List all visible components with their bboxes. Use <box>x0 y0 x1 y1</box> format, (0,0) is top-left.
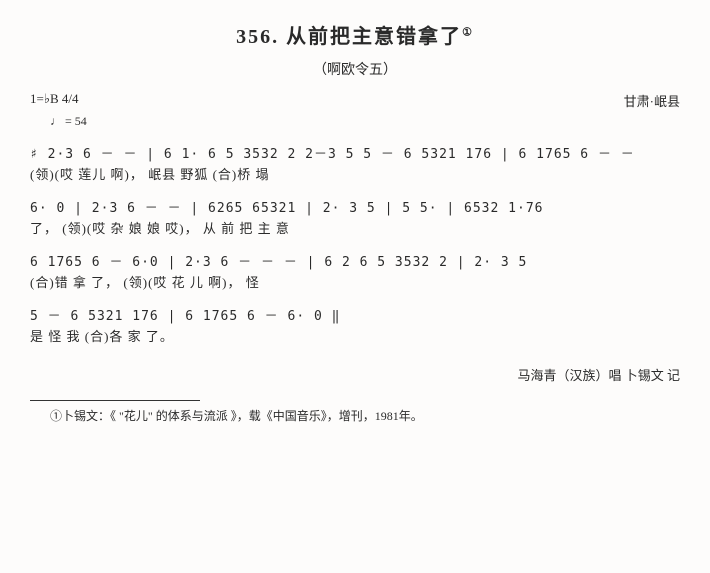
title-number: 356. <box>236 26 279 48</box>
lyrics-line: 了， (领)(哎 杂 娘 娘 哎)， 从 前 把 主 意 <box>30 218 680 237</box>
header-row: 1=♭B 4/4 甘肃·岷县 <box>30 91 680 110</box>
tempo: ♩ = 54 <box>50 114 680 129</box>
lyrics-line: (领)(哎 莲儿 啊)， 岷县 野狐 (合)桥 塌 <box>30 164 680 183</box>
title-sup: ① <box>462 26 474 38</box>
score: ♯ 2·3 6 － － | 6 1· 6 5 3532 2 2－3 5 5 － … <box>30 143 680 345</box>
notation-line: ♯ 2·3 6 － － | 6 1· 6 5 3532 2 2－3 5 5 － … <box>30 143 680 162</box>
lyrics-line: (合)错 拿 了， (领)(哎 花 儿 啊)， 怪 <box>30 272 680 291</box>
notation-line: 6 1765 6 － 6·0 | 2·3 6 － － － | 6 2 6 5 3… <box>30 251 680 270</box>
title-text: 从前把主意错拿了 <box>286 26 462 48</box>
subtitle: （啊欧令五） <box>30 59 680 79</box>
key-sig: 1=♭B <box>30 91 59 106</box>
notation-line: 5 － 6 5321 176 | 6 1765 6 － 6· 0 ‖ <box>30 305 680 324</box>
credit: 马海青（汉族）唱 卜锡文 记 <box>30 365 680 384</box>
footnote-separator <box>30 400 200 401</box>
footnote: ①卜锡文：《 "花儿" 的体系与流派 》，载《中国音乐》，增刊，1981年。 <box>50 407 680 424</box>
lyrics-line: 是 怪 我 (合)各 家 了。 <box>30 326 680 345</box>
origin: 甘肃·岷县 <box>624 91 680 110</box>
title: 356. 从前把主意错拿了① <box>30 20 680 49</box>
notation-line: 6· 0 | 2·3 6 － － | 6265 65321 | 2· 3 5 |… <box>30 197 680 216</box>
key-time: 1=♭B 4/4 <box>30 91 79 110</box>
time-sig: 4/4 <box>62 91 79 106</box>
